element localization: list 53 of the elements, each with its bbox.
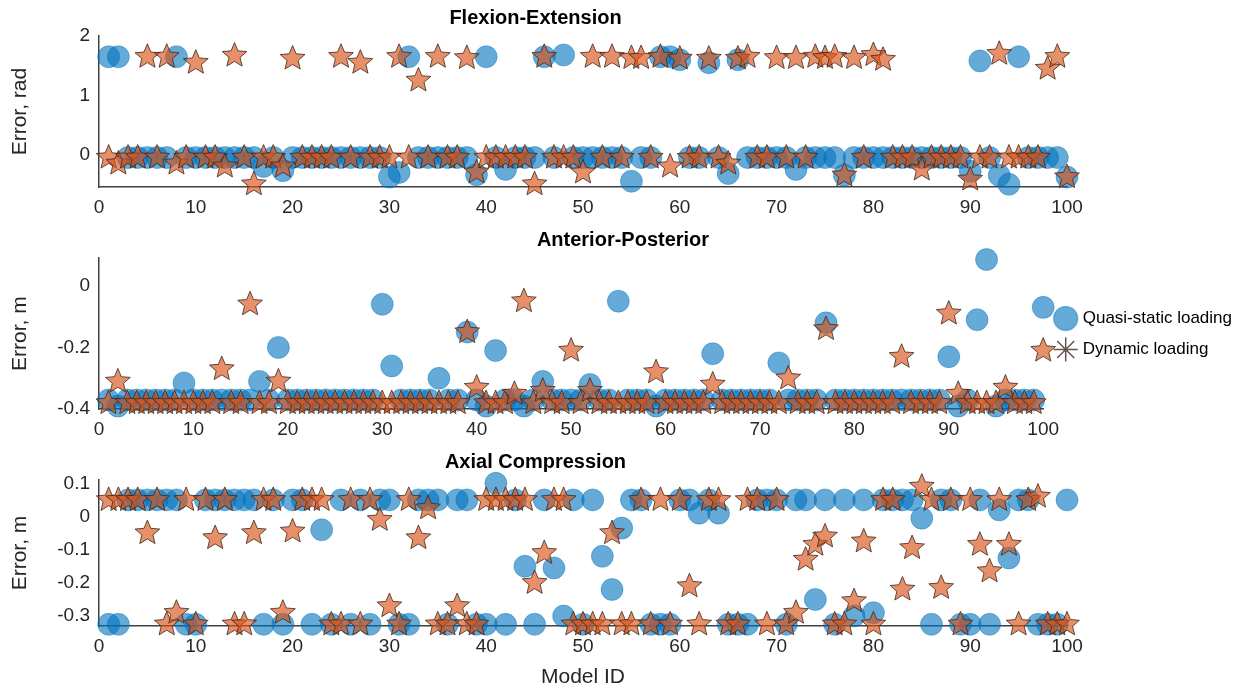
x-tick-label: 60 <box>669 634 691 656</box>
x-tick-label: 0 <box>93 634 105 656</box>
x-tick-label: 80 <box>843 417 865 439</box>
y-axis-title: Error, rad <box>7 67 31 156</box>
x-tick-label: 50 <box>572 195 594 217</box>
x-tick-label: 90 <box>959 195 981 217</box>
x-axis-title: Model ID <box>540 664 626 688</box>
y-tick-label: -0.3 <box>57 604 90 626</box>
x-tick-label: 40 <box>475 195 497 217</box>
x-tick-label: 30 <box>371 417 393 439</box>
x-tick-label: 70 <box>766 195 788 217</box>
x-tick-label: 80 <box>862 634 884 656</box>
x-tick-label: 10 <box>185 195 207 217</box>
x-tick-label: 10 <box>182 417 204 439</box>
x-tick-label: 50 <box>572 634 594 656</box>
x-tick-label: 60 <box>669 195 691 217</box>
chart-title: Axial Compression <box>444 449 627 472</box>
y-tick-label: 1 <box>79 83 90 105</box>
x-tick-label: 90 <box>938 417 960 439</box>
x-tick-label: 70 <box>749 417 771 439</box>
x-tick-label: 90 <box>959 634 981 656</box>
x-tick-label: 40 <box>475 634 497 656</box>
x-tick-label: 80 <box>862 195 884 217</box>
x-tick-label: 60 <box>654 417 677 439</box>
x-tick-label: 20 <box>282 195 304 217</box>
y-axis-title: Error, m <box>7 296 31 371</box>
x-tick-label: 100 <box>1051 634 1083 656</box>
y-tick-label: 0 <box>79 274 90 296</box>
x-tick-label: 0 <box>93 195 105 217</box>
x-tick-label: 70 <box>766 634 788 656</box>
y-tick-label: -0.2 <box>57 335 90 357</box>
y-tick-label: -0.1 <box>57 537 90 559</box>
y-tick-label: 0.1 <box>63 471 90 493</box>
x-tick-label: 30 <box>378 195 400 217</box>
legend-label: Dynamic loading <box>1082 339 1209 359</box>
x-tick-label: 30 <box>378 634 400 656</box>
y-tick-label: -0.2 <box>57 571 90 593</box>
chart-title: Flexion-Extension <box>449 5 622 28</box>
x-tick-label: 100 <box>1027 417 1060 439</box>
x-tick-label: 100 <box>1051 195 1083 217</box>
x-tick-label: 40 <box>466 417 488 439</box>
x-tick-label: 20 <box>282 634 304 656</box>
x-tick-label: 10 <box>185 634 207 656</box>
y-tick-label: -0.4 <box>57 397 91 419</box>
y-axis-title: Error, m <box>7 515 31 591</box>
y-tick-label: 2 <box>79 24 90 46</box>
y-tick-label: 0 <box>79 504 90 526</box>
x-tick-label: 20 <box>277 417 299 439</box>
x-tick-label: 50 <box>560 417 582 439</box>
legend-label: Quasi-static loading <box>1082 308 1233 328</box>
chart-title: Anterior-Posterior <box>536 227 710 250</box>
y-tick-label: 0 <box>79 142 90 164</box>
x-tick-label: 0 <box>93 417 105 439</box>
